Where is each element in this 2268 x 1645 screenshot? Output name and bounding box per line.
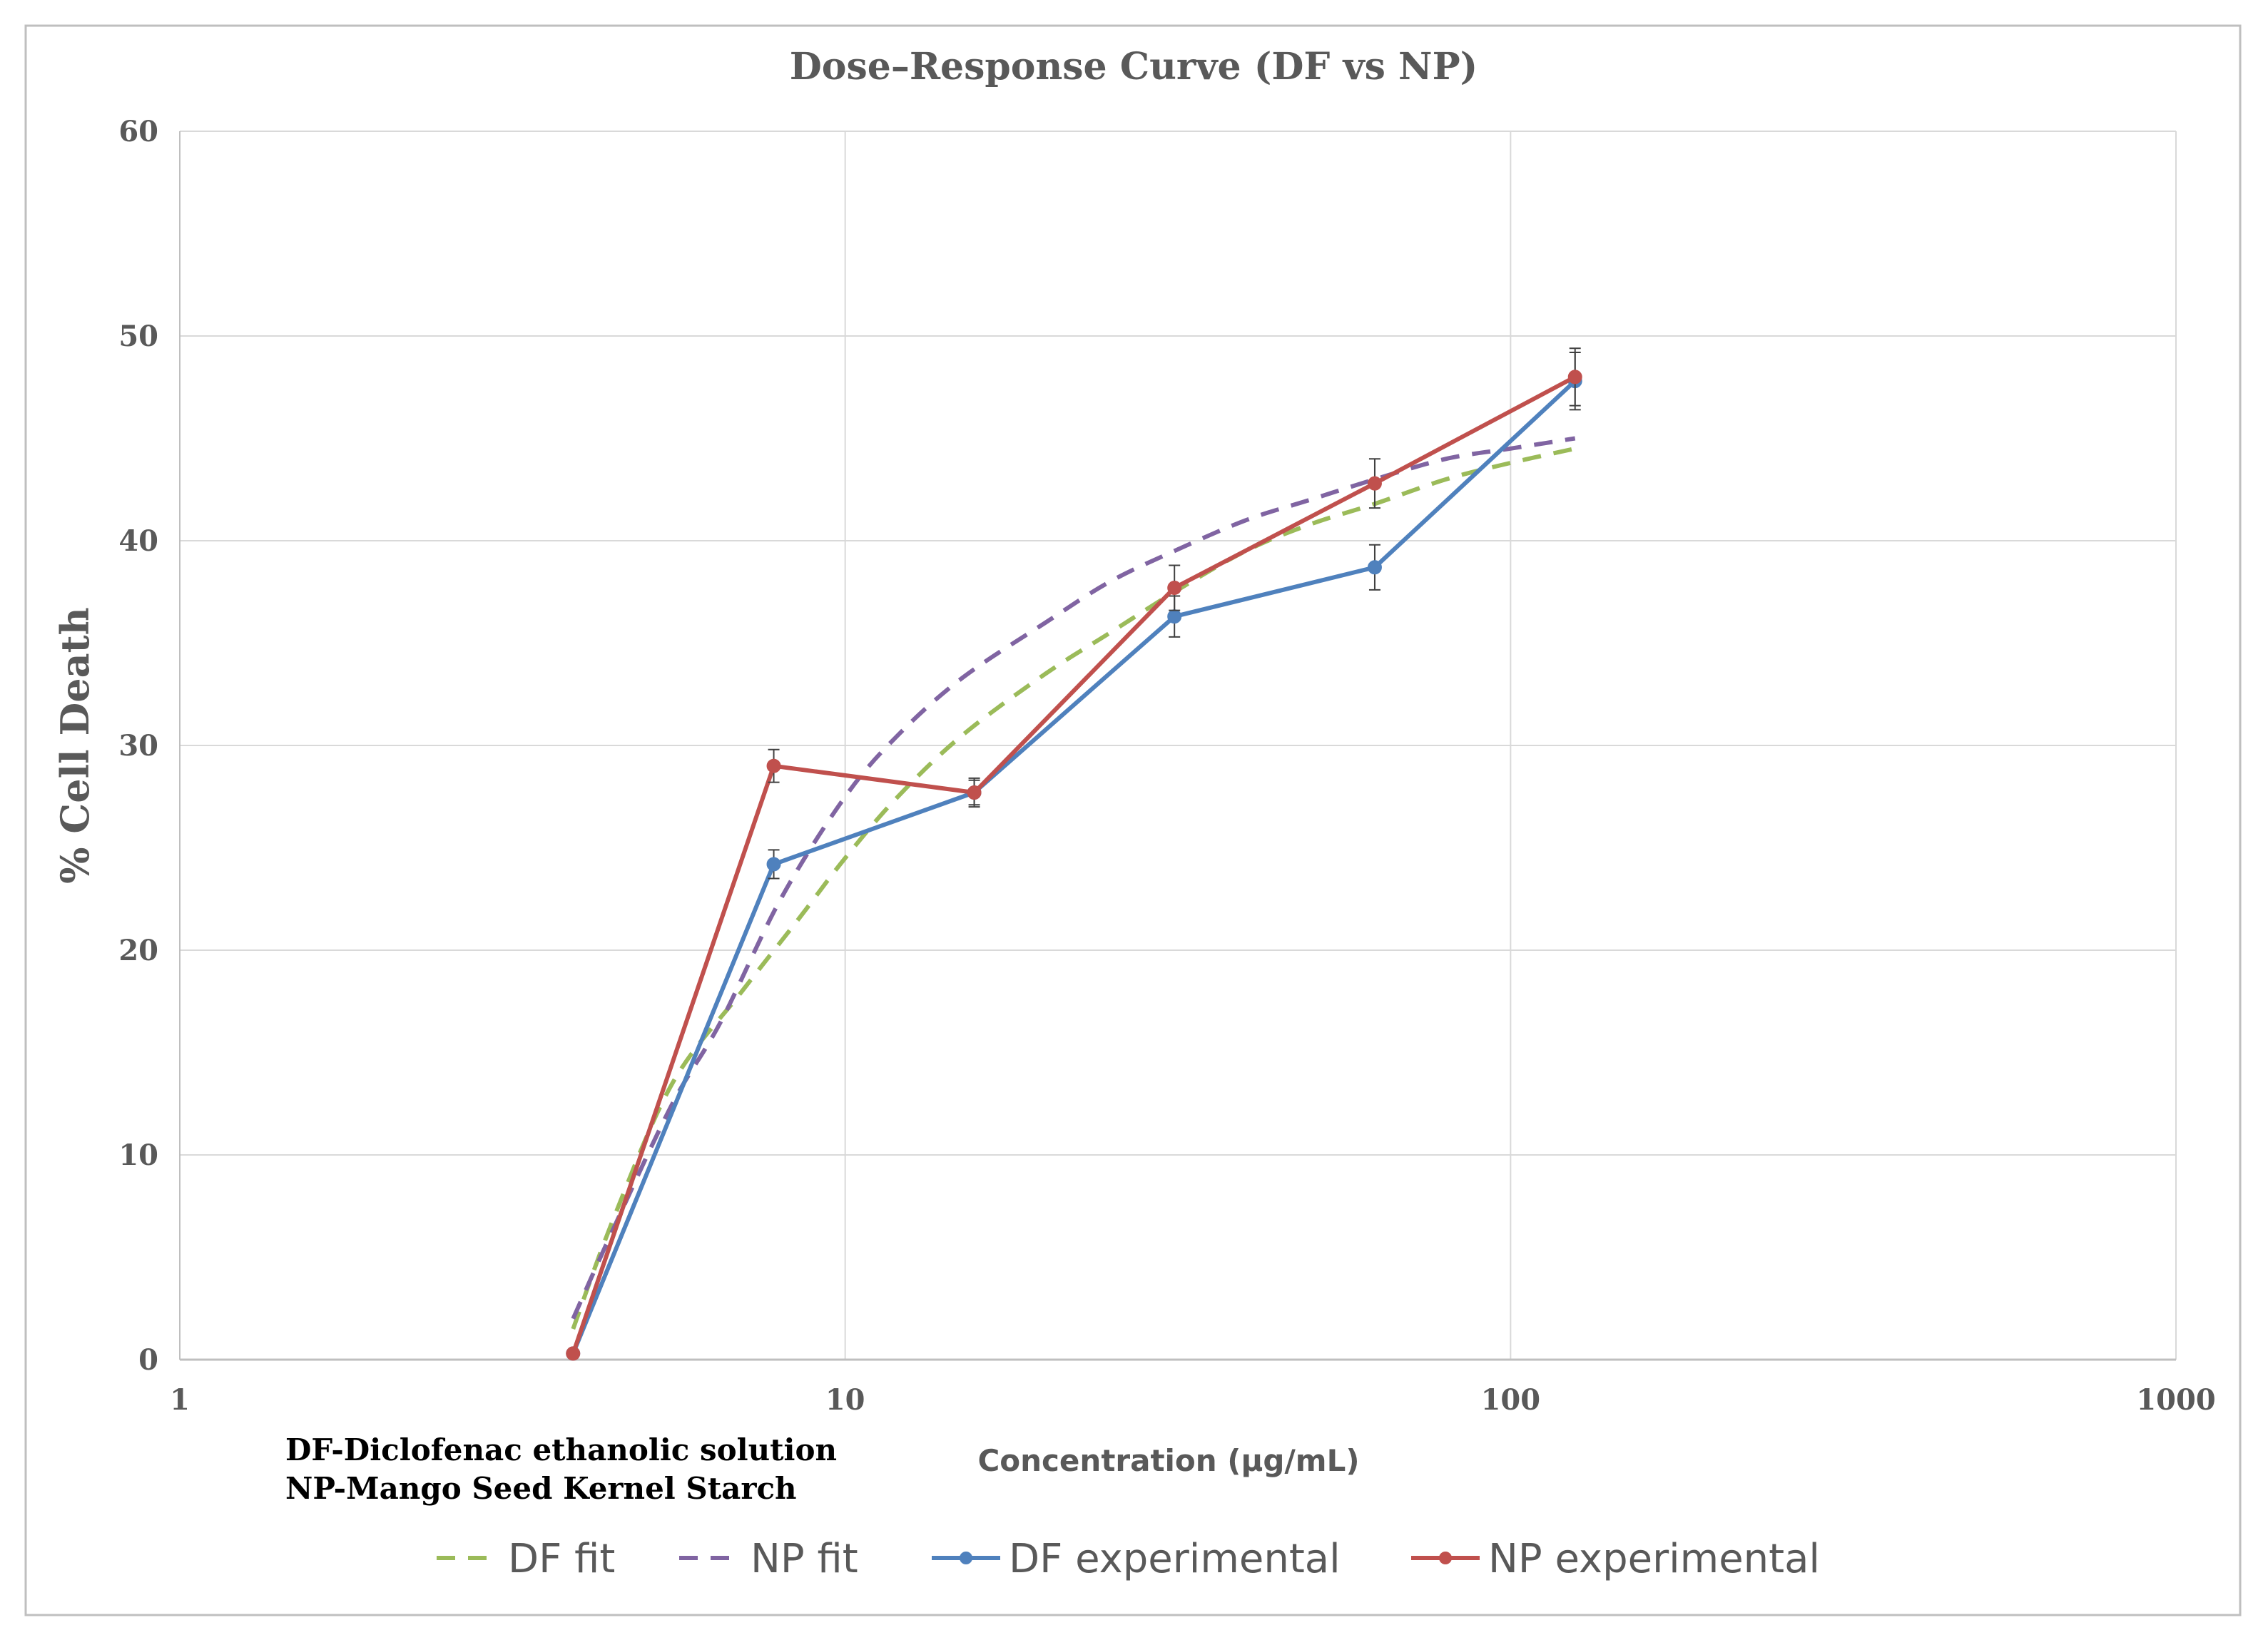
y-tick-label: 20 bbox=[118, 934, 158, 967]
x-tick-label: 1 bbox=[170, 1383, 190, 1417]
chart-title: Dose–Response Curve (DF vs NP) bbox=[790, 45, 1478, 88]
y-tick-label: 60 bbox=[118, 115, 158, 148]
df-experimental-point bbox=[766, 857, 781, 872]
y-tick-label: 0 bbox=[138, 1343, 158, 1377]
np-experimental-point bbox=[1567, 370, 1582, 384]
df-experimental-point bbox=[1167, 609, 1182, 624]
series-layer bbox=[566, 347, 1582, 1361]
np-experimental-point bbox=[766, 758, 781, 773]
y-tick-label: 50 bbox=[118, 320, 158, 353]
x-tick-label: 100 bbox=[1481, 1383, 1541, 1417]
chart-border bbox=[24, 24, 2242, 1616]
y-tick-label: 10 bbox=[118, 1139, 158, 1172]
np-fit-line bbox=[571, 436, 1576, 1320]
y-tick-label: 30 bbox=[118, 729, 158, 763]
gridlines bbox=[179, 131, 2177, 1360]
y-axis-label: % Cell Death bbox=[52, 607, 98, 884]
x-tick-label: 10 bbox=[825, 1383, 865, 1417]
legend-df-experimental-marker bbox=[960, 1552, 972, 1564]
x-axis-label: Concentration (µg/mL) bbox=[977, 1443, 1359, 1478]
legend-np-experimental-label: NP experimental bbox=[1488, 1536, 1820, 1582]
legend-np-experimental-marker bbox=[1439, 1552, 1452, 1564]
legend: DF fit NP fit DF experimental NP experiment… bbox=[437, 1536, 1820, 1582]
legend-np-fit-label: NP fit bbox=[751, 1536, 858, 1582]
note-df: DF-Diclofenac ethanolic solution bbox=[285, 1432, 837, 1467]
df-experimental-line bbox=[571, 379, 1577, 1355]
np-experimental-point bbox=[967, 785, 982, 800]
y-tick-label: 40 bbox=[118, 524, 158, 558]
np-experimental-point bbox=[1167, 581, 1182, 596]
np-experimental-point bbox=[1367, 476, 1382, 491]
np-experimental-point bbox=[566, 1346, 581, 1361]
df-experimental-point bbox=[1367, 560, 1382, 575]
legend-df-fit-label: DF fit bbox=[508, 1536, 615, 1582]
note-np: NP-Mango Seed Kernel Starch bbox=[285, 1471, 797, 1506]
x-tick-label: 1000 bbox=[2136, 1383, 2215, 1417]
legend-df-experimental-label: DF experimental bbox=[1009, 1536, 1341, 1582]
axes: 0 10 20 30 40 50 60 1 10 100 1000 bbox=[118, 115, 2215, 1417]
np-experimental-line bbox=[571, 375, 1577, 1355]
